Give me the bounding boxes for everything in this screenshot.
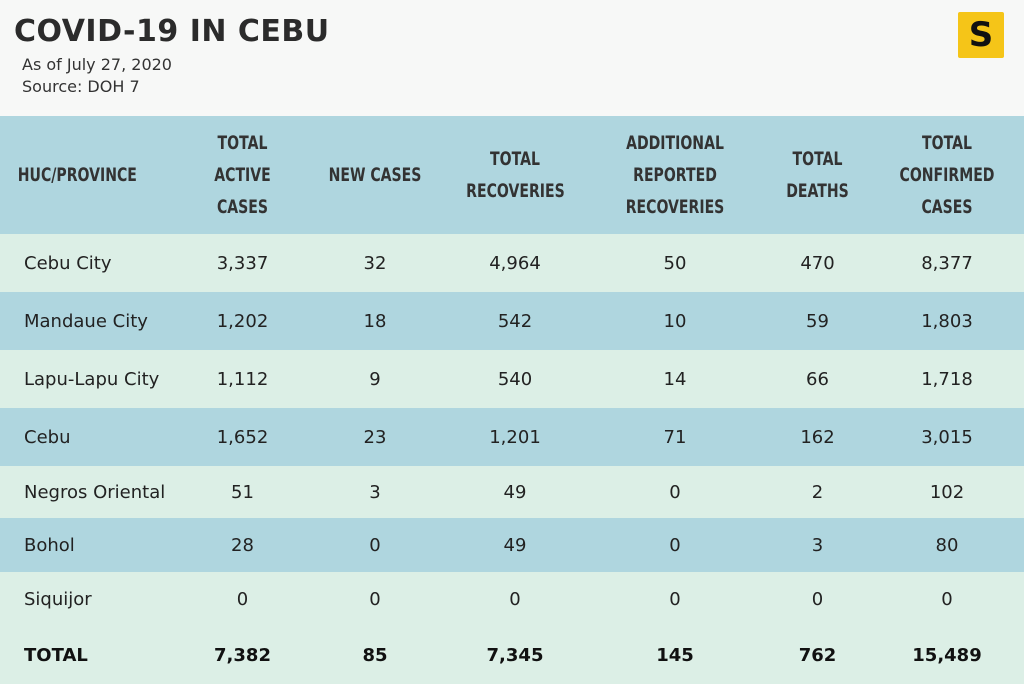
cell-deaths: 162 xyxy=(800,426,835,448)
row-name: Siquijor xyxy=(24,588,92,610)
table-row: Siquijor 0 0 0 0 0 0 xyxy=(0,572,1024,626)
column-header-huc-province: HUC/PROVINCE xyxy=(17,164,137,186)
cell-active: 28 xyxy=(231,534,254,556)
row-name: Negros Oriental xyxy=(24,481,166,503)
cell-new: 23 xyxy=(363,426,387,448)
total-deaths: 762 xyxy=(798,644,837,666)
cell-deaths: 0 xyxy=(811,588,824,610)
table-row: Negros Oriental 51 3 49 0 2 102 xyxy=(0,466,1024,518)
cell-additional: 10 xyxy=(663,310,687,332)
row-name: Cebu City xyxy=(24,252,112,274)
cell-new: 32 xyxy=(363,252,387,274)
source-label: Source: DOH 7 xyxy=(22,77,140,96)
total-new: 85 xyxy=(362,644,388,666)
cell-new: 9 xyxy=(369,368,381,390)
cell-deaths: 66 xyxy=(806,368,829,390)
table-header-row: HUC/PROVINCE TOTAL ACTIVE CASES NEW CASE… xyxy=(0,116,1024,234)
cell-recoveries: 4,964 xyxy=(489,252,541,274)
table-row: Cebu City 3,337 32 4,964 50 470 8,377 xyxy=(0,234,1024,292)
cell-additional: 50 xyxy=(663,252,687,274)
cell-additional: 14 xyxy=(663,368,687,390)
cell-recoveries: 49 xyxy=(503,481,527,503)
cell-new: 0 xyxy=(369,534,381,556)
cell-recoveries: 49 xyxy=(503,534,527,556)
column-header-total-recoveries: TOTAL RECOVERIES xyxy=(466,148,565,202)
cell-deaths: 3 xyxy=(811,534,824,556)
table-row: Bohol 28 0 49 0 3 80 xyxy=(0,518,1024,572)
cell-deaths: 2 xyxy=(811,481,824,503)
cell-confirmed: 1,718 xyxy=(921,368,973,390)
row-name: Mandaue City xyxy=(24,310,148,332)
cell-new: 18 xyxy=(363,310,387,332)
column-header-total-confirmed: TOTAL CONFIRMED CASES xyxy=(899,132,995,218)
table-row: Cebu 1,652 23 1,201 71 162 3,015 xyxy=(0,408,1024,466)
cell-confirmed: 3,015 xyxy=(921,426,973,448)
cell-recoveries: 1,201 xyxy=(489,426,541,448)
cell-recoveries: 540 xyxy=(497,368,533,390)
table-row: Lapu-Lapu City 1,112 9 540 14 66 1,718 xyxy=(0,350,1024,408)
cell-active: 1,112 xyxy=(216,368,269,390)
covid-table: HUC/PROVINCE TOTAL ACTIVE CASES NEW CASE… xyxy=(0,116,1024,684)
row-name: Lapu-Lapu City xyxy=(24,368,160,390)
cell-active: 51 xyxy=(231,481,254,503)
cell-active: 3,337 xyxy=(216,252,269,274)
cell-additional: 0 xyxy=(669,481,681,503)
total-confirmed: 15,489 xyxy=(912,644,982,666)
cell-deaths: 59 xyxy=(806,310,829,332)
cell-deaths: 470 xyxy=(800,252,835,274)
table-row: Mandaue City 1,202 18 542 10 59 1,803 xyxy=(0,292,1024,350)
row-name: Bohol xyxy=(24,534,75,556)
column-header-new-cases: NEW CASES xyxy=(328,164,422,186)
column-header-total-deaths: TOTAL DEATHS xyxy=(786,148,849,202)
date-subtitle: As of July 27, 2020 xyxy=(22,55,172,74)
total-row: TOTAL 7,382 85 7,345 145 762 15,489 xyxy=(0,626,1024,684)
total-label: TOTAL xyxy=(24,644,88,666)
cell-active: 1,202 xyxy=(216,310,269,332)
total-additional: 145 xyxy=(656,644,694,666)
column-header-additional-recoveries: ADDITIONAL REPORTED RECOVERIES xyxy=(625,132,725,218)
page-title: COVID-19 IN CEBU xyxy=(14,14,330,49)
cell-confirmed: 1,803 xyxy=(921,310,973,332)
cell-additional: 0 xyxy=(669,588,681,610)
cell-confirmed: 8,377 xyxy=(921,252,973,274)
total-active: 7,382 xyxy=(214,644,271,666)
cell-confirmed: 80 xyxy=(935,534,959,556)
cell-active: 0 xyxy=(236,588,249,610)
cell-active: 1,652 xyxy=(216,426,269,448)
cell-additional: 71 xyxy=(663,426,687,448)
row-name: Cebu xyxy=(24,426,71,448)
cell-recoveries: 542 xyxy=(497,310,533,332)
cell-new: 3 xyxy=(369,481,381,503)
header: COVID-19 IN CEBU As of July 27, 2020 Sou… xyxy=(0,0,1024,116)
brand-logo: S xyxy=(958,12,1004,58)
cell-confirmed: 0 xyxy=(941,588,953,610)
cell-additional: 0 xyxy=(669,534,681,556)
column-header-total-active-cases: TOTAL ACTIVE CASES xyxy=(214,132,271,218)
cell-new: 0 xyxy=(369,588,381,610)
cell-confirmed: 102 xyxy=(929,481,965,503)
cell-recoveries: 0 xyxy=(509,588,521,610)
total-recoveries: 7,345 xyxy=(486,644,544,666)
